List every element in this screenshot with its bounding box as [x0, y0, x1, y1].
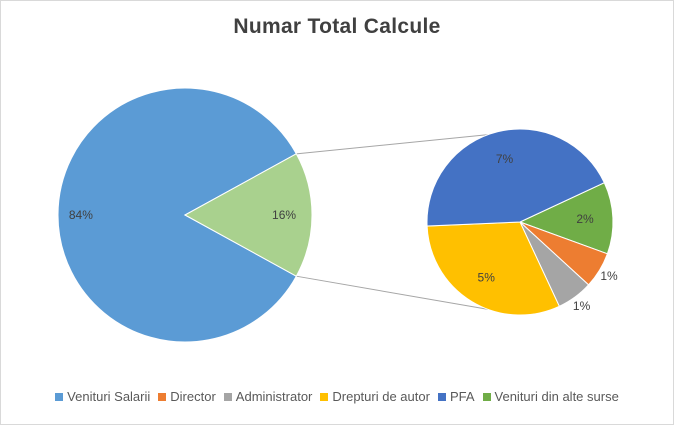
legend-item-director: Director [158, 389, 216, 404]
legend-swatch [437, 392, 446, 401]
legend-swatch [158, 392, 167, 401]
connector-top [296, 134, 489, 155]
legend-swatch [223, 392, 232, 401]
pie-slice-venituri-din-alte-surse [518, 182, 614, 255]
data-labels: 84% 16% 2% 1% 1% 5% 7% [69, 152, 618, 313]
legend-label: Administrator [235, 389, 313, 404]
legend-label: Drepturi de autor [332, 389, 430, 404]
pie-slice-pfa [426, 128, 605, 227]
data-label-venituri-salarii: 84% [69, 208, 93, 222]
legend-label: Venituri din alte surse [494, 389, 619, 404]
data-label-pfa: 7% [496, 152, 514, 166]
connector-bottom [296, 275, 489, 310]
legend-item-pfa: PFA [437, 389, 475, 404]
legend-item-venituri-din-alte-surse: Venituri din alte surse [482, 389, 619, 404]
data-label-administrator: 1% [573, 299, 591, 313]
legend-label: Venituri Salarii [67, 389, 151, 404]
pie-slice-venituri-salarii [57, 87, 297, 343]
legend-swatch [482, 392, 491, 401]
legend-swatch [320, 392, 329, 401]
main-pie [57, 87, 313, 343]
chart-title: Numar Total Calcule [233, 15, 441, 38]
data-label-other: 16% [272, 208, 296, 222]
pie-slice-other [183, 153, 313, 277]
secondary-pie [426, 128, 614, 316]
legend-item-drepturi-de-autor: Drepturi de autor [320, 389, 430, 404]
data-label-director: 1% [600, 269, 618, 283]
legend-label: PFA [449, 389, 475, 404]
data-label-venituri-din-alte-surse: 2% [576, 212, 594, 226]
legend-swatch [55, 392, 64, 401]
connector-lines [296, 134, 489, 310]
pie-slice-drepturi-de-autor [426, 221, 560, 316]
legend-label: Director [170, 389, 216, 404]
data-label-drepturi-de-autor: 5% [478, 271, 496, 285]
legend: Venituri Salarii Director Administrator Dre… [0, 389, 674, 404]
legend-item-venituri-salarii: Venituri Salarii [55, 389, 150, 404]
legend-item-administrator: Administrator [223, 389, 313, 404]
